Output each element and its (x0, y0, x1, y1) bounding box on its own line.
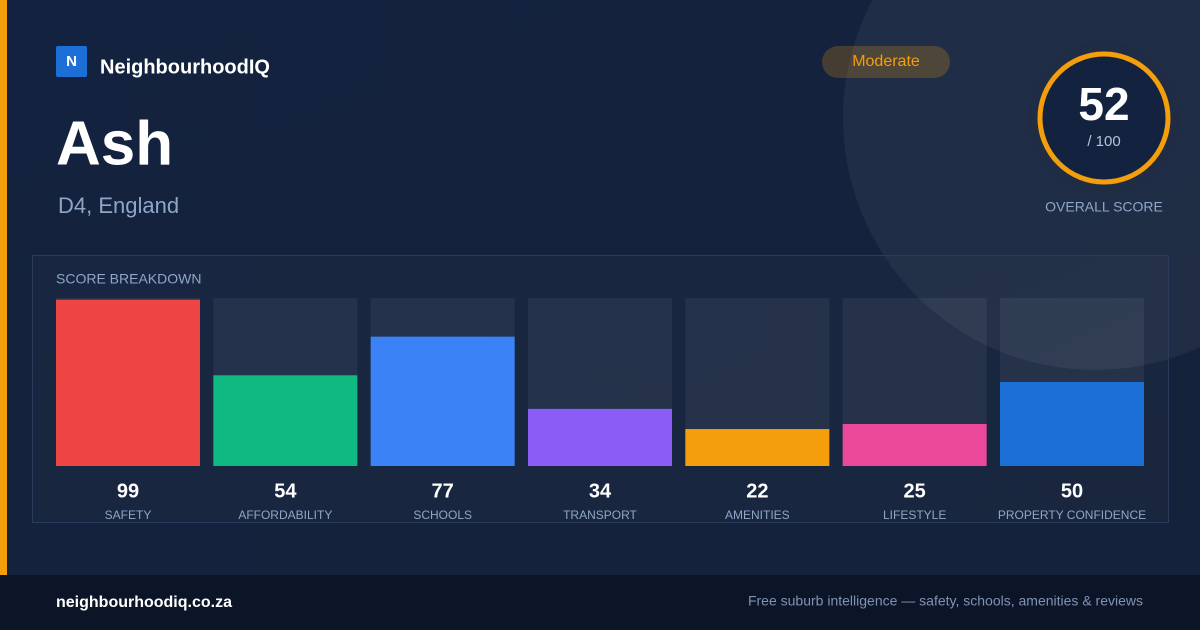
bar (213, 375, 358, 466)
bar-label: PROPERTY CONFIDENCE (998, 508, 1146, 522)
breakdown-title: SCORE BREAKDOWN (56, 271, 201, 287)
bar (842, 424, 987, 466)
overall-max: / 100 (1087, 133, 1120, 150)
bar-value: 77 (432, 480, 454, 502)
bar-value: 99 (117, 480, 139, 502)
logo-letter: N (66, 53, 77, 70)
bar (56, 299, 200, 466)
bar-value: 50 (1061, 480, 1083, 502)
bar-label: AMENITIES (725, 508, 790, 522)
overall-score: 52 (1078, 78, 1129, 130)
footer-tagline: Free suburb intelligence — safety, schoo… (748, 593, 1143, 609)
bar-label: SCHOOLS (413, 508, 472, 522)
bar (1000, 382, 1144, 466)
footer-site: neighbourhoodiq.co.za (56, 594, 232, 611)
bar-label: AFFORDABILITY (238, 508, 332, 522)
bar-label: SAFETY (105, 508, 152, 522)
badge (822, 46, 950, 78)
bar-label: LIFESTYLE (883, 508, 946, 522)
bar (370, 336, 515, 466)
bar-value: 25 (904, 480, 926, 502)
place-region: D4, England (58, 193, 179, 218)
bar (685, 429, 830, 466)
score-ring (1037, 51, 1171, 185)
place-name: Ash (56, 109, 173, 178)
background (0, 0, 1200, 575)
accent-stripe (0, 0, 7, 575)
overall-caption: OVERALL SCORE (1045, 199, 1163, 215)
bar-value: 34 (589, 480, 612, 502)
footer (0, 575, 1200, 630)
bars: 99 SAFETY 54 AFFORDABILITY 77 SCHOOLS 34 TRANSP… (56, 298, 1146, 522)
bar (528, 408, 672, 466)
bar-value: 54 (274, 480, 297, 502)
breakdown-panel (32, 255, 1169, 523)
logo (56, 46, 87, 77)
bar-label: TRANSPORT (563, 508, 637, 522)
brand-name: NeighbourhoodIQ (100, 56, 270, 78)
bar-value: 22 (746, 480, 768, 502)
badge-label: Moderate (852, 53, 920, 70)
